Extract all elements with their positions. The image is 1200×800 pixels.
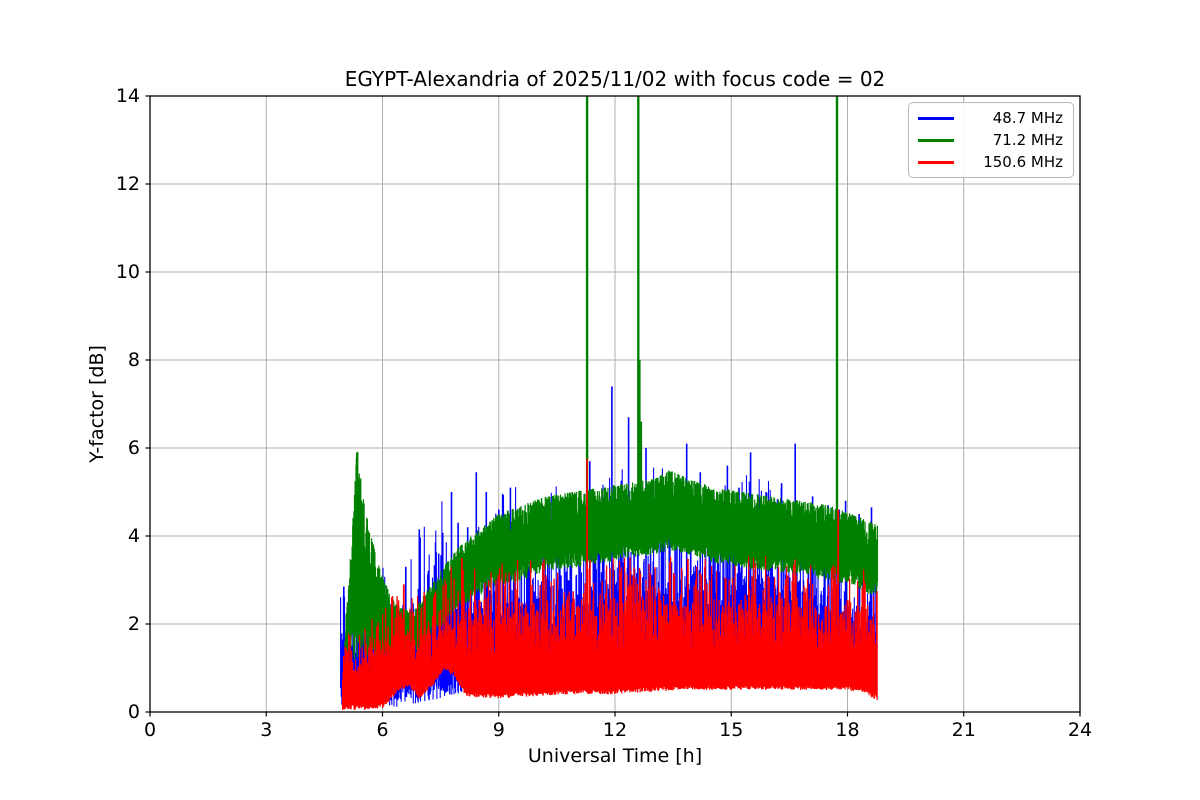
legend-label: 71.2 MHz (992, 131, 1063, 149)
legend-entry-150-6: 150.6 MHz (918, 151, 1063, 173)
x-tick-label: 0 (143, 719, 157, 741)
legend-entry-48-7: 48.7 MHz (918, 107, 1063, 129)
x-tick-label: 24 (1067, 719, 1093, 741)
legend-label: 48.7 MHz (992, 109, 1063, 127)
x-tick-label: 9 (492, 719, 505, 741)
x-tick-label: 12 (602, 719, 628, 741)
legend-line-red-icon (918, 160, 954, 164)
y-tick-label: 2 (127, 613, 140, 635)
series-150.6MHz-spikes (402, 459, 840, 693)
x-tick-label: 21 (951, 719, 976, 741)
legend: 48.7 MHz 71.2 MHz 150.6 MHz (908, 102, 1074, 178)
y-tick-label: 4 (127, 525, 140, 547)
y-tick-label: 6 (127, 437, 140, 459)
y-tick-label: 14 (115, 85, 140, 107)
x-tick-label: 18 (835, 719, 860, 741)
legend-line-green-icon (918, 138, 954, 142)
legend-line-blue-icon (918, 116, 954, 120)
x-axis-label: Universal Time [h] (527, 745, 703, 767)
y-tick-label: 0 (127, 701, 140, 723)
axes-spines (149, 95, 1081, 713)
x-tick-label: 6 (376, 719, 389, 741)
legend-entry-71-2: 71.2 MHz (918, 129, 1063, 151)
x-tick-label: 15 (719, 719, 744, 741)
x-tick-label: 3 (260, 719, 273, 741)
y-tick-label: 12 (115, 173, 140, 195)
y-tick-label: 10 (115, 261, 140, 283)
chart-title: EGYPT-Alexandria of 2025/11/02 with focu… (344, 67, 886, 91)
y-tick-label: 8 (127, 349, 140, 371)
series-71.2MHz-spikes (639, 360, 643, 548)
legend-label: 150.6 MHz (983, 153, 1063, 171)
